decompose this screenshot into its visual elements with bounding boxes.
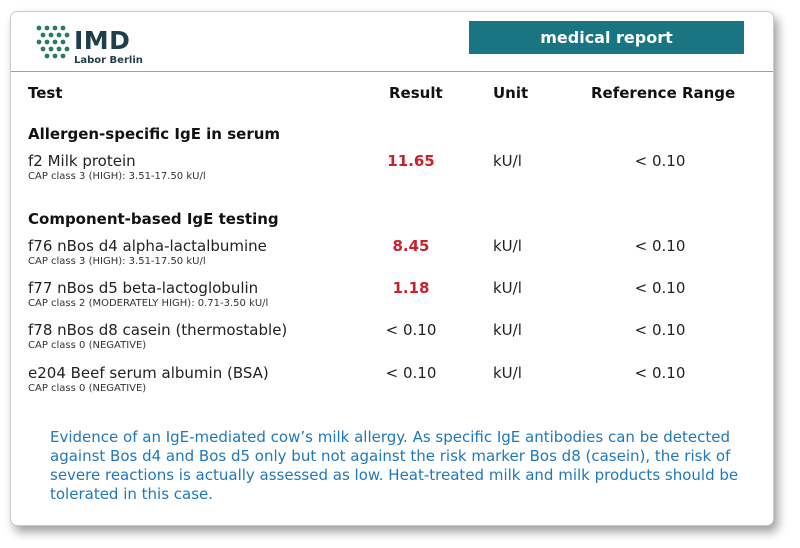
test-name: f76 nBos d4 alpha-lactalbumine	[28, 237, 267, 255]
logo-dots-icon	[36, 25, 70, 59]
cap-class: CAP class 3 (HIGH): 3.51-17.50 kU/l	[28, 171, 206, 182]
imd-logo: IMD Labor Berlin	[35, 24, 195, 66]
cap-class: CAP class 0 (NEGATIVE)	[28, 383, 147, 394]
column-header-unit: Unit	[493, 84, 529, 102]
medical-report-card: IMD Labor Berlin medical report Test Res…	[10, 11, 774, 526]
column-header-test: Test	[28, 84, 63, 102]
cap-class: CAP class 0 (NEGATIVE)	[28, 340, 147, 351]
section-title: Allergen-specific IgE in serum	[28, 125, 281, 143]
test-result: < 0.10	[385, 364, 437, 382]
test-unit: kU/l	[493, 321, 522, 339]
test-unit: kU/l	[493, 152, 522, 170]
test-result: 8.45	[392, 237, 430, 255]
report-type-badge: medical report	[469, 21, 744, 54]
reference-range: < 0.10	[634, 279, 686, 297]
table-row: f76 nBos d4 alpha-lactalbumine CAP class…	[11, 236, 771, 276]
test-unit: kU/l	[493, 279, 522, 297]
table-row: f2 Milk protein CAP class 3 (HIGH): 3.51…	[11, 151, 771, 191]
reference-range: < 0.10	[634, 152, 686, 170]
header-divider	[11, 71, 773, 72]
cap-class: CAP class 2 (MODERATELY HIGH): 0.71-3.50…	[28, 298, 269, 309]
test-result: 11.65	[387, 152, 435, 170]
logo-subtitle: Labor Berlin	[74, 55, 143, 66]
column-header-result: Result	[389, 84, 443, 102]
test-result: < 0.10	[385, 321, 437, 339]
test-name: f77 nBos d5 beta-lactoglobulin	[28, 279, 259, 297]
section-title: Component-based IgE testing	[28, 210, 279, 228]
table-row: f78 nBos d8 casein (thermostable) CAP cl…	[11, 320, 771, 360]
test-name: f78 nBos d8 casein (thermostable)	[28, 321, 288, 339]
column-header-reference: Reference Range	[591, 84, 736, 102]
logo-name: IMD	[74, 26, 131, 55]
cap-class: CAP class 3 (HIGH): 3.51-17.50 kU/l	[28, 256, 206, 267]
test-name: f2 Milk protein	[28, 152, 136, 170]
interpretation-note: Evidence of an IgE-mediated cow’s milk a…	[50, 428, 739, 503]
table-row: f77 nBos d5 beta-lactoglobulin CAP class…	[11, 278, 771, 318]
test-unit: kU/l	[493, 364, 522, 382]
test-name: e204 Beef serum albumin (BSA)	[28, 364, 269, 382]
table-row: e204 Beef serum albumin (BSA) CAP class …	[11, 363, 771, 403]
reference-range: < 0.10	[634, 237, 686, 255]
reference-range: < 0.10	[634, 364, 686, 382]
test-unit: kU/l	[493, 237, 522, 255]
test-result: 1.18	[392, 279, 430, 297]
reference-range: < 0.10	[634, 321, 686, 339]
